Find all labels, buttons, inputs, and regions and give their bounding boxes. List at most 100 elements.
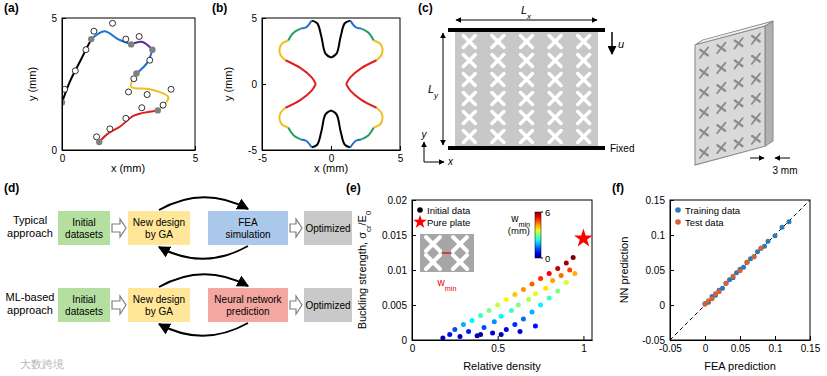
hole-3d-stroke [752,94,760,104]
hole-3d [700,68,708,78]
step-text: New design [133,217,185,228]
hole-3d [752,94,760,104]
bottom-grip [448,146,605,150]
tick-mark [62,150,66,151]
colorbar-unit: (mm) [508,225,530,236]
hole-stroke [549,55,561,67]
tick: 0.1 [769,336,783,354]
data-point [738,268,743,273]
tick: 0 [659,300,674,311]
hole-stroke [492,74,504,86]
tick: 1 [581,336,587,354]
data-point [752,254,757,259]
data-point [499,332,504,337]
hole-stroke [578,55,590,67]
data-point [490,331,495,336]
hole [578,93,590,105]
label-part: x [526,12,532,21]
series-line [136,50,152,74]
hole-stroke [463,112,475,124]
tick-label: 1 [581,343,587,354]
data-point [526,297,531,302]
hole-3d-stroke [752,94,760,104]
loop-arrow [159,274,248,287]
hole-3d-stroke [752,34,760,44]
hole-stroke [549,131,561,143]
colorbar [535,212,541,258]
flow-arrow [112,219,126,237]
row-label: approach [7,227,53,239]
hole-3d-stroke [752,114,760,124]
hole-3d-stroke [735,118,743,128]
x-axis-title: x (mm) [111,162,145,174]
panel-label: (c) [418,1,433,15]
panel-d: (d)TypicalapproachInitialdatasetsNew des… [4,181,352,336]
inset-hole [426,255,440,269]
tick-label: 0 [410,343,416,354]
inset-hole-stroke [453,255,467,269]
step-text: datasets [65,306,103,317]
data-point [780,225,785,230]
legend: Training dataTest data [675,205,741,228]
step-text: by GA [145,229,173,240]
data-point [521,317,526,322]
series-line [301,21,362,148]
hole-stroke [463,74,475,86]
data-point [724,281,729,286]
tick-label: 0 [659,300,665,311]
control-point [107,126,113,132]
tick-mark [62,18,66,19]
data-point [571,255,576,260]
hole [521,36,533,48]
tick-mark [412,340,416,341]
data-point [559,273,564,278]
hole [492,36,504,48]
panel-label: (e) [346,181,361,195]
control-point [91,28,97,34]
data-point [745,260,750,265]
label-part: min [445,284,457,293]
x-direction [424,162,444,163]
legend-marker [675,207,681,213]
hole [463,93,475,105]
hole-stroke [463,55,475,67]
hole-3d [735,78,743,88]
joint-point [128,41,134,47]
hole-stroke [463,36,475,48]
hole-3d [735,38,743,48]
hole [578,55,590,67]
hole-stroke [549,131,561,143]
joint-point [96,139,102,145]
hole-stroke [463,93,475,105]
hole-3d-stroke [752,74,760,84]
legend: Initial dataPure plate [413,205,471,228]
hole-3d-stroke [717,63,725,73]
axis-line [413,340,593,341]
hole-stroke [492,93,504,105]
inset-hole [453,237,467,251]
tick-mark [740,336,741,340]
tick-mark [670,200,674,201]
inset-hole-stroke [453,255,467,269]
hole-3d-stroke [735,38,743,48]
hole-stroke [521,55,533,67]
data-point [759,246,764,251]
tick-mark [262,150,266,151]
data-point [555,266,560,271]
control-point [168,86,174,92]
step-text: simulation [225,229,270,240]
control-point [160,102,166,108]
tick-mark [262,18,266,19]
hole-3d-stroke [717,43,725,53]
flow-arrow [290,296,302,314]
x-direction-label: x [447,156,454,167]
data-point [509,308,514,313]
hole [492,74,504,86]
ly-label: Ly [428,83,439,100]
thickness-arrow [775,158,790,159]
control-point [139,105,145,111]
data-point [461,322,466,327]
series-line [131,73,169,110]
hole-3d-stroke [752,114,760,124]
data-point [466,329,471,334]
